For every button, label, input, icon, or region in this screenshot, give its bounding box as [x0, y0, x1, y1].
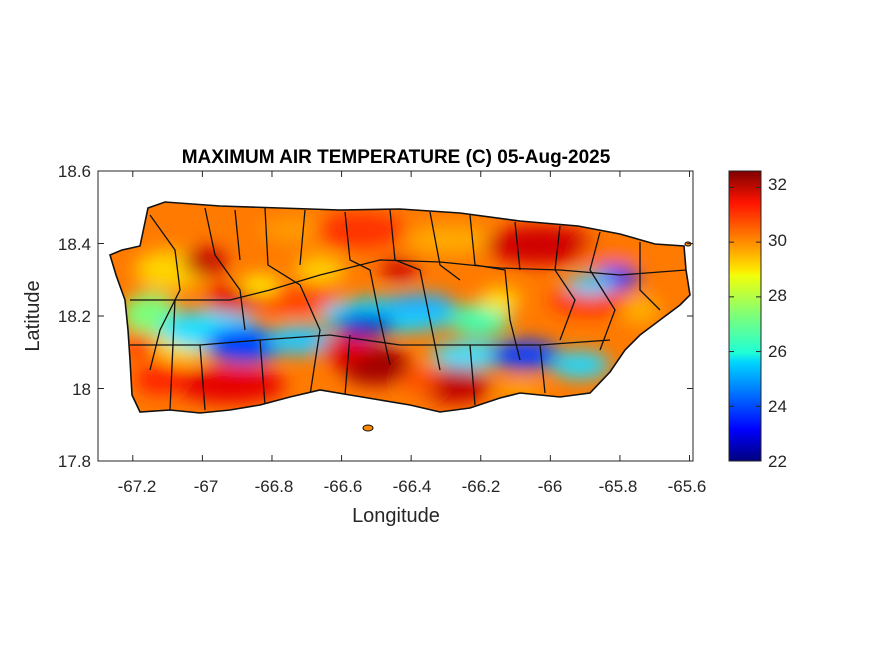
x-tick-label: -66 — [538, 477, 563, 496]
x-tick-label: -66.6 — [324, 477, 363, 496]
x-tick-label: -65.6 — [668, 477, 707, 496]
y-tick-label: 18.2 — [58, 307, 91, 326]
colorbar-tick-label: 22 — [768, 452, 787, 471]
x-tick-labels: -67.2 -67 -66.8 -66.6 -66.4 -66.2 -66 -6… — [118, 477, 707, 496]
islet-caja-de-muertos — [362, 424, 374, 432]
x-tick-label: -65.8 — [599, 477, 638, 496]
x-tick-label: -67 — [194, 477, 219, 496]
colorbar-ticks — [729, 186, 761, 462]
municipality-boundaries — [130, 207, 687, 411]
y-tick-label: 17.8 — [58, 452, 91, 471]
colorbar — [728, 170, 762, 462]
x-axis-label: Longitude — [352, 505, 440, 527]
colorbar-tick-label: 30 — [768, 231, 787, 250]
x-tick-label: -67.2 — [118, 477, 157, 496]
y-axis-label: Latitude — [22, 280, 44, 351]
axis-ticks — [98, 170, 693, 462]
x-tick-label: -66.2 — [462, 477, 501, 496]
y-tick-label: 18 — [72, 380, 91, 399]
colorbar-tick-label: 28 — [768, 286, 787, 305]
colorbar-tick-labels: 22 24 26 28 30 32 — [768, 175, 787, 471]
colorbar-tick-label: 26 — [768, 342, 787, 361]
chart-title: MAXIMUM AIR TEMPERATURE (C) 05-Aug-2025 — [182, 147, 611, 168]
y-tick-labels: 17.8 18 18.2 18.4 18.6 — [58, 162, 91, 471]
y-tick-label: 18.4 — [58, 235, 91, 254]
y-tick-label: 18.6 — [58, 162, 91, 181]
temperature-field — [110, 202, 690, 413]
colorbar-tick-label: 32 — [768, 175, 787, 194]
x-tick-label: -66.4 — [393, 477, 432, 496]
colorbar-tick-label: 24 — [768, 397, 787, 416]
x-tick-label: -66.8 — [255, 477, 294, 496]
